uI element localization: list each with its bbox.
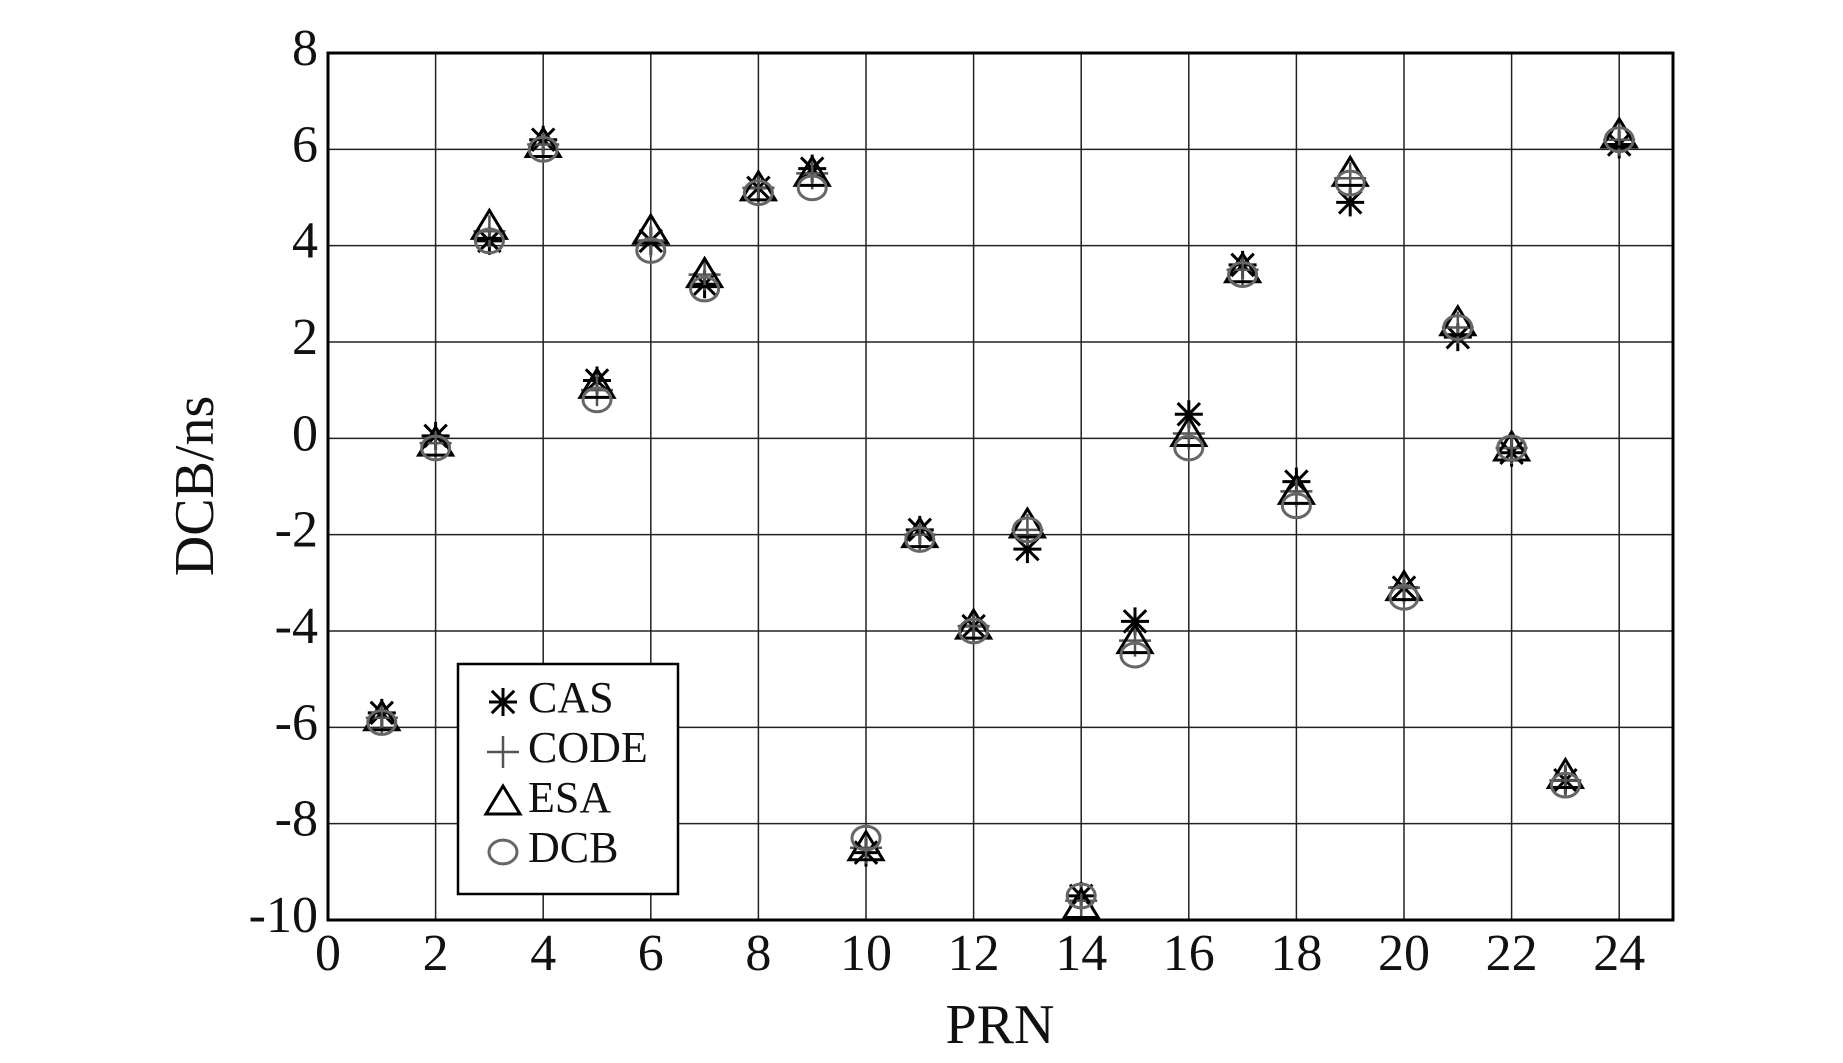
plot-frame [326,51,1675,922]
marker-circle [958,617,990,645]
marker-circle [1442,314,1474,341]
marker-circle [1388,583,1420,611]
marker-triangle [1276,472,1317,505]
marker-asterisk [489,688,517,716]
x-axis-label: PRN [946,994,1055,1056]
x-tick-label: 12 [948,925,1000,982]
marker-triangle [631,212,671,245]
y-tick-label: 4 [292,213,318,270]
marker-triangle [1384,568,1424,602]
marker-triangle [684,255,725,289]
marker-triangle [523,125,563,159]
marker-circle [796,174,828,202]
marker-triangle [1599,115,1639,149]
x-tick-label: 10 [840,925,892,982]
marker-circle [689,275,721,303]
y-tick-label: -2 [275,502,318,559]
x-tick-label: 22 [1486,925,1538,982]
x-tick-label: 24 [1593,925,1645,982]
y-axis-label: DCB/ns [164,396,226,577]
marker-circle [1227,261,1259,288]
marker-asterisk [1121,607,1149,636]
marker-asterisk [1336,188,1365,217]
marker-circle [366,709,398,736]
y-tick-label: -8 [275,791,318,848]
marker-triangle [1169,414,1209,448]
x-tick-label: 4 [530,925,556,982]
marker-circle [904,526,936,553]
y-tick-label: 6 [292,116,318,173]
y-tick-label: -6 [275,694,318,751]
marker-plus [1334,162,1367,195]
marker-triangle [953,607,994,640]
marker-circle [1065,882,1097,910]
y-tick-label: 8 [292,20,318,77]
marker-triangle [1007,506,1048,539]
marker-plus [1549,764,1582,797]
marker-triangle [1330,154,1370,187]
marker-circle [1496,434,1528,462]
marker-triangle [1438,303,1478,337]
marker-circle [1603,126,1635,154]
x-tick-label: 16 [1163,925,1215,982]
marker-circle [1173,434,1205,462]
legend-label: CAS [528,673,614,722]
legend-label: DCB [528,823,618,872]
marker-circle [487,838,519,866]
x-tick-label: 20 [1378,925,1430,982]
marker-circle [420,434,452,462]
y-tick-label: 0 [292,405,318,462]
y-tick-label: -4 [275,598,318,655]
legend-label: ESA [528,773,611,822]
marker-triangle [1222,250,1263,284]
marker-triangle [738,168,779,202]
marker-circle [1011,516,1043,544]
marker-asterisk [1013,535,1042,564]
marker-triangle [792,154,832,187]
marker-circle [527,135,559,163]
marker-circle [1119,641,1151,669]
marker-circle [473,227,505,255]
x-tick-label: 14 [1055,925,1107,982]
marker-triangle [1115,621,1155,655]
marker-circle [1549,771,1581,799]
marker-triangle [577,366,617,399]
marker-circle [1280,492,1312,520]
marker-triangle [469,207,510,240]
marker-circle [581,386,613,414]
marker-triangle [1545,756,1586,789]
x-tick-label: 8 [745,925,771,982]
x-tick-label: 2 [423,925,449,982]
marker-triangle [362,698,402,732]
marker-circle [742,179,774,207]
x-tick-label: 0 [315,925,341,982]
y-tick-label: 2 [292,309,318,366]
marker-asterisk [1174,400,1203,429]
marker-plus [487,736,519,768]
y-tick-label: -10 [249,887,318,944]
marker-circle [1334,169,1366,197]
marker-circle [850,824,882,852]
x-tick-label: 6 [638,925,664,982]
marker-circle [635,237,667,264]
x-tick-label: 18 [1270,925,1322,982]
marker-triangle [900,515,940,549]
marker-triangle [415,424,456,457]
marker-triangle [483,783,523,816]
legend-label: CODE [528,723,648,772]
